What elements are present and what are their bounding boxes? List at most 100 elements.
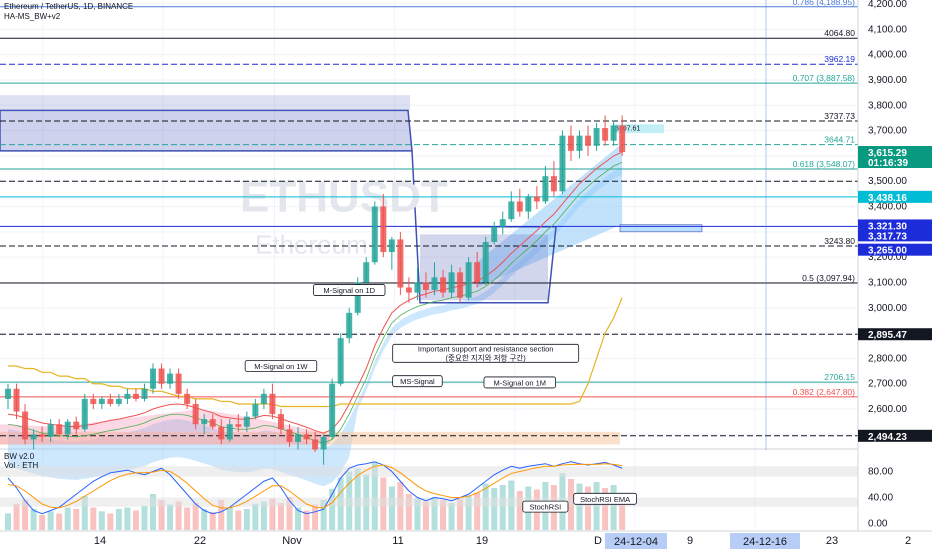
price-badge-value: 2,895.47 (868, 330, 907, 341)
volume-indicator-label: Vol · ETH (4, 461, 39, 470)
candle-body (422, 282, 429, 291)
candle-body (107, 398, 114, 404)
time-tick-label: 22 (194, 535, 206, 547)
candle (98, 396, 105, 410)
price-badge-value: 3,615.29 (868, 148, 907, 159)
candle (13, 383, 20, 420)
candle (346, 307, 353, 344)
price-tick-label: 3,700.00 (868, 126, 907, 137)
callout-box (483, 376, 556, 389)
osc-band (0, 466, 858, 477)
candle (482, 236, 489, 285)
candle (491, 221, 498, 245)
candle (47, 419, 54, 442)
indicator-title: HA-MS_BW+v2 (4, 12, 61, 21)
volume-bar (226, 507, 233, 530)
candle (414, 267, 421, 301)
level-label: 0.786 (4,188.95) (793, 0, 856, 7)
candle (209, 414, 216, 430)
volume-bar (422, 501, 429, 530)
candle-body (388, 239, 395, 253)
callout[interactable]: M-Signal on 1M (483, 376, 556, 389)
candle (5, 383, 11, 410)
volume-bar (260, 501, 267, 530)
volume-bar (243, 509, 250, 530)
candle-body (457, 272, 464, 298)
price-badge: 3,321.30 (858, 219, 932, 232)
candle (550, 160, 557, 197)
candle-body (567, 135, 574, 151)
candle-body (201, 419, 208, 425)
candle-body (585, 135, 592, 146)
callout[interactable]: StochRSI EMA (573, 492, 637, 505)
candle (124, 388, 131, 404)
volume-bar (167, 504, 174, 530)
volume-bar (619, 494, 626, 530)
candle-body (132, 393, 139, 399)
volume-bar (175, 501, 182, 530)
candle-body (47, 424, 54, 437)
price-badge-value: 3,265.00 (868, 246, 907, 257)
callout-box (244, 360, 318, 372)
candle (457, 267, 464, 303)
callout-text: StochRSI (530, 503, 562, 512)
candle-body (218, 426, 225, 440)
volume-bar (295, 507, 302, 530)
volume-bar (482, 483, 489, 530)
volume-bar (22, 500, 29, 530)
resistance-box (0, 109, 413, 152)
time-tick-label: 14 (94, 535, 106, 547)
price-tick-label: 3,800.00 (868, 100, 907, 111)
volume-bar (81, 496, 88, 530)
candle-body (525, 196, 532, 212)
volume-bar (405, 494, 412, 530)
callout-text: M-Signal on 1D (323, 286, 375, 295)
callout-text: M-Signal on 1W (254, 362, 308, 371)
candle-body (593, 128, 600, 146)
price-badge: 3,438.16 (858, 190, 932, 204)
price-tick-label: 3,100.00 (868, 277, 907, 288)
volume-bar (388, 486, 395, 530)
candle (602, 115, 609, 146)
candle (388, 236, 395, 270)
price-tick-label: 4,200.00 (868, 0, 907, 10)
candle (260, 388, 267, 410)
time-highlight: 24-12-04 (605, 533, 667, 549)
candle (619, 115, 626, 156)
candle-body (363, 262, 370, 283)
volume-bar (158, 500, 165, 530)
volume-bar (465, 495, 472, 530)
candle (218, 419, 225, 445)
callout[interactable]: Important support and resistance section… (392, 343, 580, 363)
volume-bar (414, 498, 421, 530)
price-badge-bg (858, 229, 932, 242)
callout[interactable]: M-Signal on 1D (312, 284, 386, 296)
volume-bar (277, 503, 284, 530)
candle (252, 398, 259, 420)
candle-body (243, 416, 250, 427)
volume-bar (64, 507, 71, 530)
callout[interactable]: M-Signal on 1W (244, 360, 318, 372)
callout[interactable]: MS-Signal (392, 375, 443, 388)
level-label: 3962.19 (824, 54, 855, 64)
price-tag-bg (612, 124, 664, 134)
candle-body (286, 429, 293, 442)
level-label: 0.382 (2,647.80) (793, 387, 856, 397)
candle-body (252, 403, 259, 417)
candle (610, 120, 617, 146)
volume-bar (286, 497, 293, 530)
volume-bar (371, 462, 378, 530)
candle (354, 277, 361, 316)
candle (440, 269, 447, 298)
callout-text: StochRSI EMA (580, 495, 630, 504)
price-tick-label: 2,700.00 (868, 379, 907, 390)
callout[interactable]: StochRSI (522, 500, 569, 513)
candle (380, 193, 387, 258)
volume-bar (252, 503, 259, 530)
price-tick-label: 3,500.00 (868, 176, 907, 187)
candle-body (277, 414, 284, 430)
candle-body (550, 176, 557, 192)
